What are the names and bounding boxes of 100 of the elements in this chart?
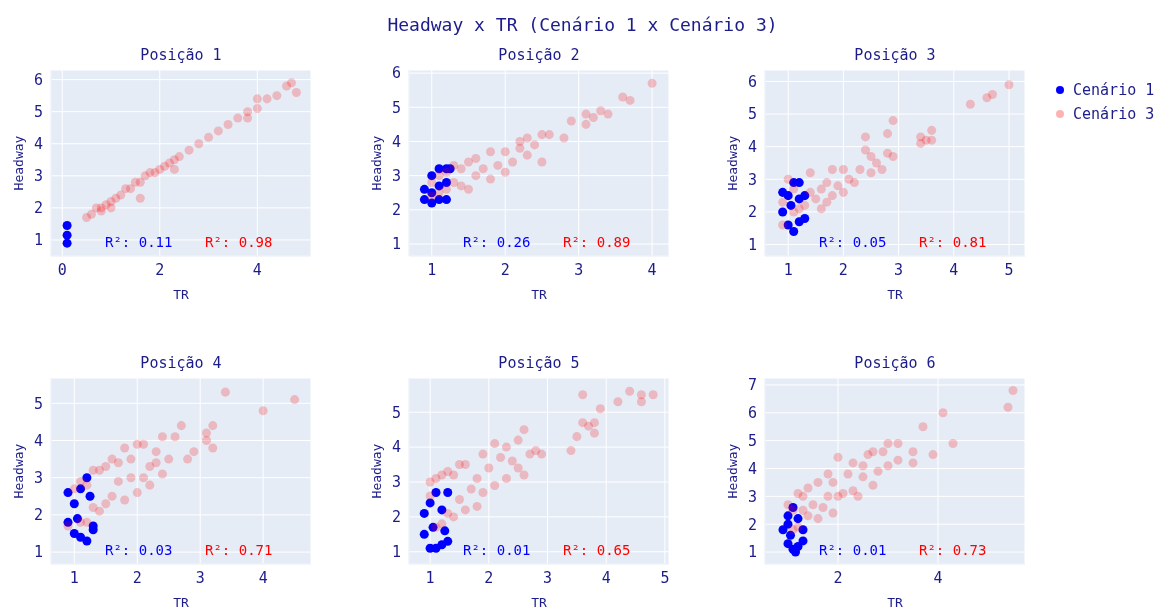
point [805,168,815,178]
annotation: R²: 0.89 [563,234,631,250]
x-tick-label: 2 [484,568,494,587]
point [76,532,86,542]
point [566,446,576,456]
x-tick-label: 5 [660,568,670,587]
x-axis-title: TR [887,595,903,609]
y-tick-label: 1 [391,235,401,254]
point [164,454,174,464]
point [783,519,793,529]
point [618,92,628,102]
point [272,91,282,101]
point [507,456,517,466]
point [928,450,938,460]
x-tick-label: 3 [195,568,205,587]
y-axis-title: Headway [724,135,740,191]
point [472,501,482,511]
point [581,119,591,129]
y-tick-label: 4 [391,438,401,457]
x-tick-label: 4 [647,260,657,279]
x-axis-title: TR [531,287,547,302]
y-tick-label: 3 [747,170,757,189]
point [783,220,793,230]
point [493,160,503,170]
point [126,473,136,483]
legend-label: Cenário 1 [1073,81,1155,99]
point [69,528,79,538]
point [625,386,635,396]
point [63,521,73,531]
point [427,177,437,187]
point [82,480,92,490]
point [843,469,853,479]
text: Headway x TR (Cenário 1 x Cenário 3) [386,14,779,35]
y-tick-label: 5 [747,431,757,450]
point [82,213,92,223]
point [871,158,882,168]
point [833,181,843,191]
point [484,463,494,473]
x-tick-label: 1 [783,260,793,279]
point [151,458,161,468]
point [463,184,474,194]
point [201,435,212,445]
annotation: R²: 0.65 [563,542,631,558]
point [460,460,470,470]
point [466,484,476,494]
point [201,428,212,438]
y-tick-label: 4 [33,431,43,450]
point [449,512,459,522]
point [798,491,808,501]
point [530,140,540,150]
point [783,174,793,184]
point [471,154,481,164]
point [625,95,635,105]
point [456,164,466,174]
annotation: R²: 0.03 [105,542,173,558]
point [145,480,155,490]
point [595,404,605,414]
point [827,165,837,175]
x-axis-title: TR [531,595,547,609]
point [883,461,893,471]
point [252,94,262,104]
point [596,106,606,116]
point [157,432,167,442]
point [500,147,510,157]
point [76,476,86,486]
x-axis-title: TR [173,595,189,609]
point [208,421,218,431]
annotation: R²: 0.01 [463,542,531,558]
point [858,461,868,471]
point [866,151,876,161]
point [838,489,848,499]
point [434,171,444,181]
x-tick-label: 2 [500,260,510,279]
point [120,443,130,453]
chart-title: Posição 3 [853,46,937,64]
point [419,184,429,194]
point [183,454,193,464]
point [572,432,582,442]
y-tick-label: 3 [391,473,401,492]
point [500,167,510,177]
point [501,474,511,484]
point [987,89,997,99]
point [908,447,918,457]
point [813,477,823,487]
x-tick-label: 3 [574,260,584,279]
point [522,150,532,160]
y-tick-label: 6 [747,404,757,423]
point [441,195,451,205]
point [223,120,233,130]
point [537,449,547,459]
x-tick-label: 0 [57,260,67,279]
x-tick-label: 4 [601,568,611,587]
point [139,473,149,483]
x-tick-label: 2 [838,260,848,279]
point [471,171,481,181]
point [513,435,523,445]
point [427,171,437,181]
point [116,190,126,200]
point [878,447,888,457]
point [449,470,459,480]
